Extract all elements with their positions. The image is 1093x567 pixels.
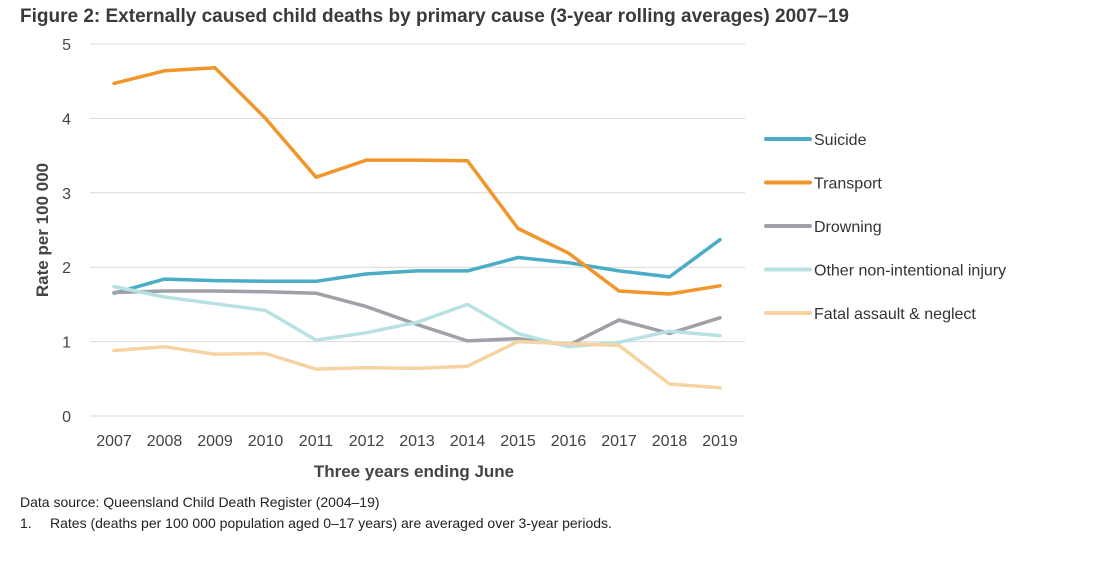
legend-label: Transport	[814, 176, 882, 193]
y-axis-title: Rate per 100 000	[33, 163, 52, 297]
x-tick-label: 2014	[450, 433, 486, 450]
y-tick-label: 4	[62, 111, 71, 128]
x-tick-label: 2012	[349, 433, 385, 450]
y-axis-ticks: 0 1 2 3 4 5	[62, 37, 71, 426]
series-line-other-non-intentional-injury	[112, 284, 722, 349]
series-line-fatal-assault-neglect	[112, 339, 722, 390]
x-axis-title: Three years ending June	[314, 462, 514, 481]
footnote-number: 1.	[20, 515, 32, 531]
series-line-suicide	[112, 237, 722, 295]
legend-label: Other non-intentional injury	[814, 263, 1006, 280]
data-source-note: Data source: Queensland Child Death Regi…	[20, 494, 380, 510]
x-axis-ticks: 2007 2008 2009 2010 2011 2012 2013 2014 2015 2016…	[96, 433, 738, 450]
x-tick-label: 2013	[399, 433, 435, 450]
x-tick-label: 2011	[299, 433, 334, 450]
gridlines	[90, 43, 745, 417]
x-tick-label: 2008	[147, 433, 183, 450]
footnote: 1. Rates (deaths per 100 000 population a…	[20, 515, 612, 531]
y-tick-label: 0	[62, 409, 71, 426]
chart-title: Figure 2: Externally caused child deaths…	[20, 6, 849, 27]
series-line-drowning	[112, 289, 722, 348]
x-tick-label: 2009	[197, 433, 233, 450]
y-tick-label: 1	[62, 335, 71, 352]
legend-label: Suicide	[814, 132, 867, 149]
y-tick-label: 3	[62, 186, 71, 203]
footnote-text: Rates (deaths per 100 000 population age…	[50, 515, 612, 531]
x-tick-label: 2019	[702, 433, 738, 450]
x-tick-label: 2007	[96, 433, 132, 450]
x-tick-label: 2015	[500, 433, 536, 450]
x-tick-label: 2018	[652, 433, 688, 450]
legend-label: Fatal assault & neglect	[814, 306, 976, 323]
series-line-transport	[112, 66, 722, 296]
x-tick-label: 2017	[601, 433, 637, 450]
y-tick-label: 5	[62, 37, 71, 54]
y-tick-label: 2	[62, 260, 71, 277]
series-lines	[112, 66, 722, 390]
legend-label: Drowning	[814, 219, 882, 236]
x-tick-label: 2010	[248, 433, 284, 450]
legend: Suicide Transport Drowning Other non-intent…	[764, 132, 1006, 323]
x-tick-label: 2016	[551, 433, 587, 450]
